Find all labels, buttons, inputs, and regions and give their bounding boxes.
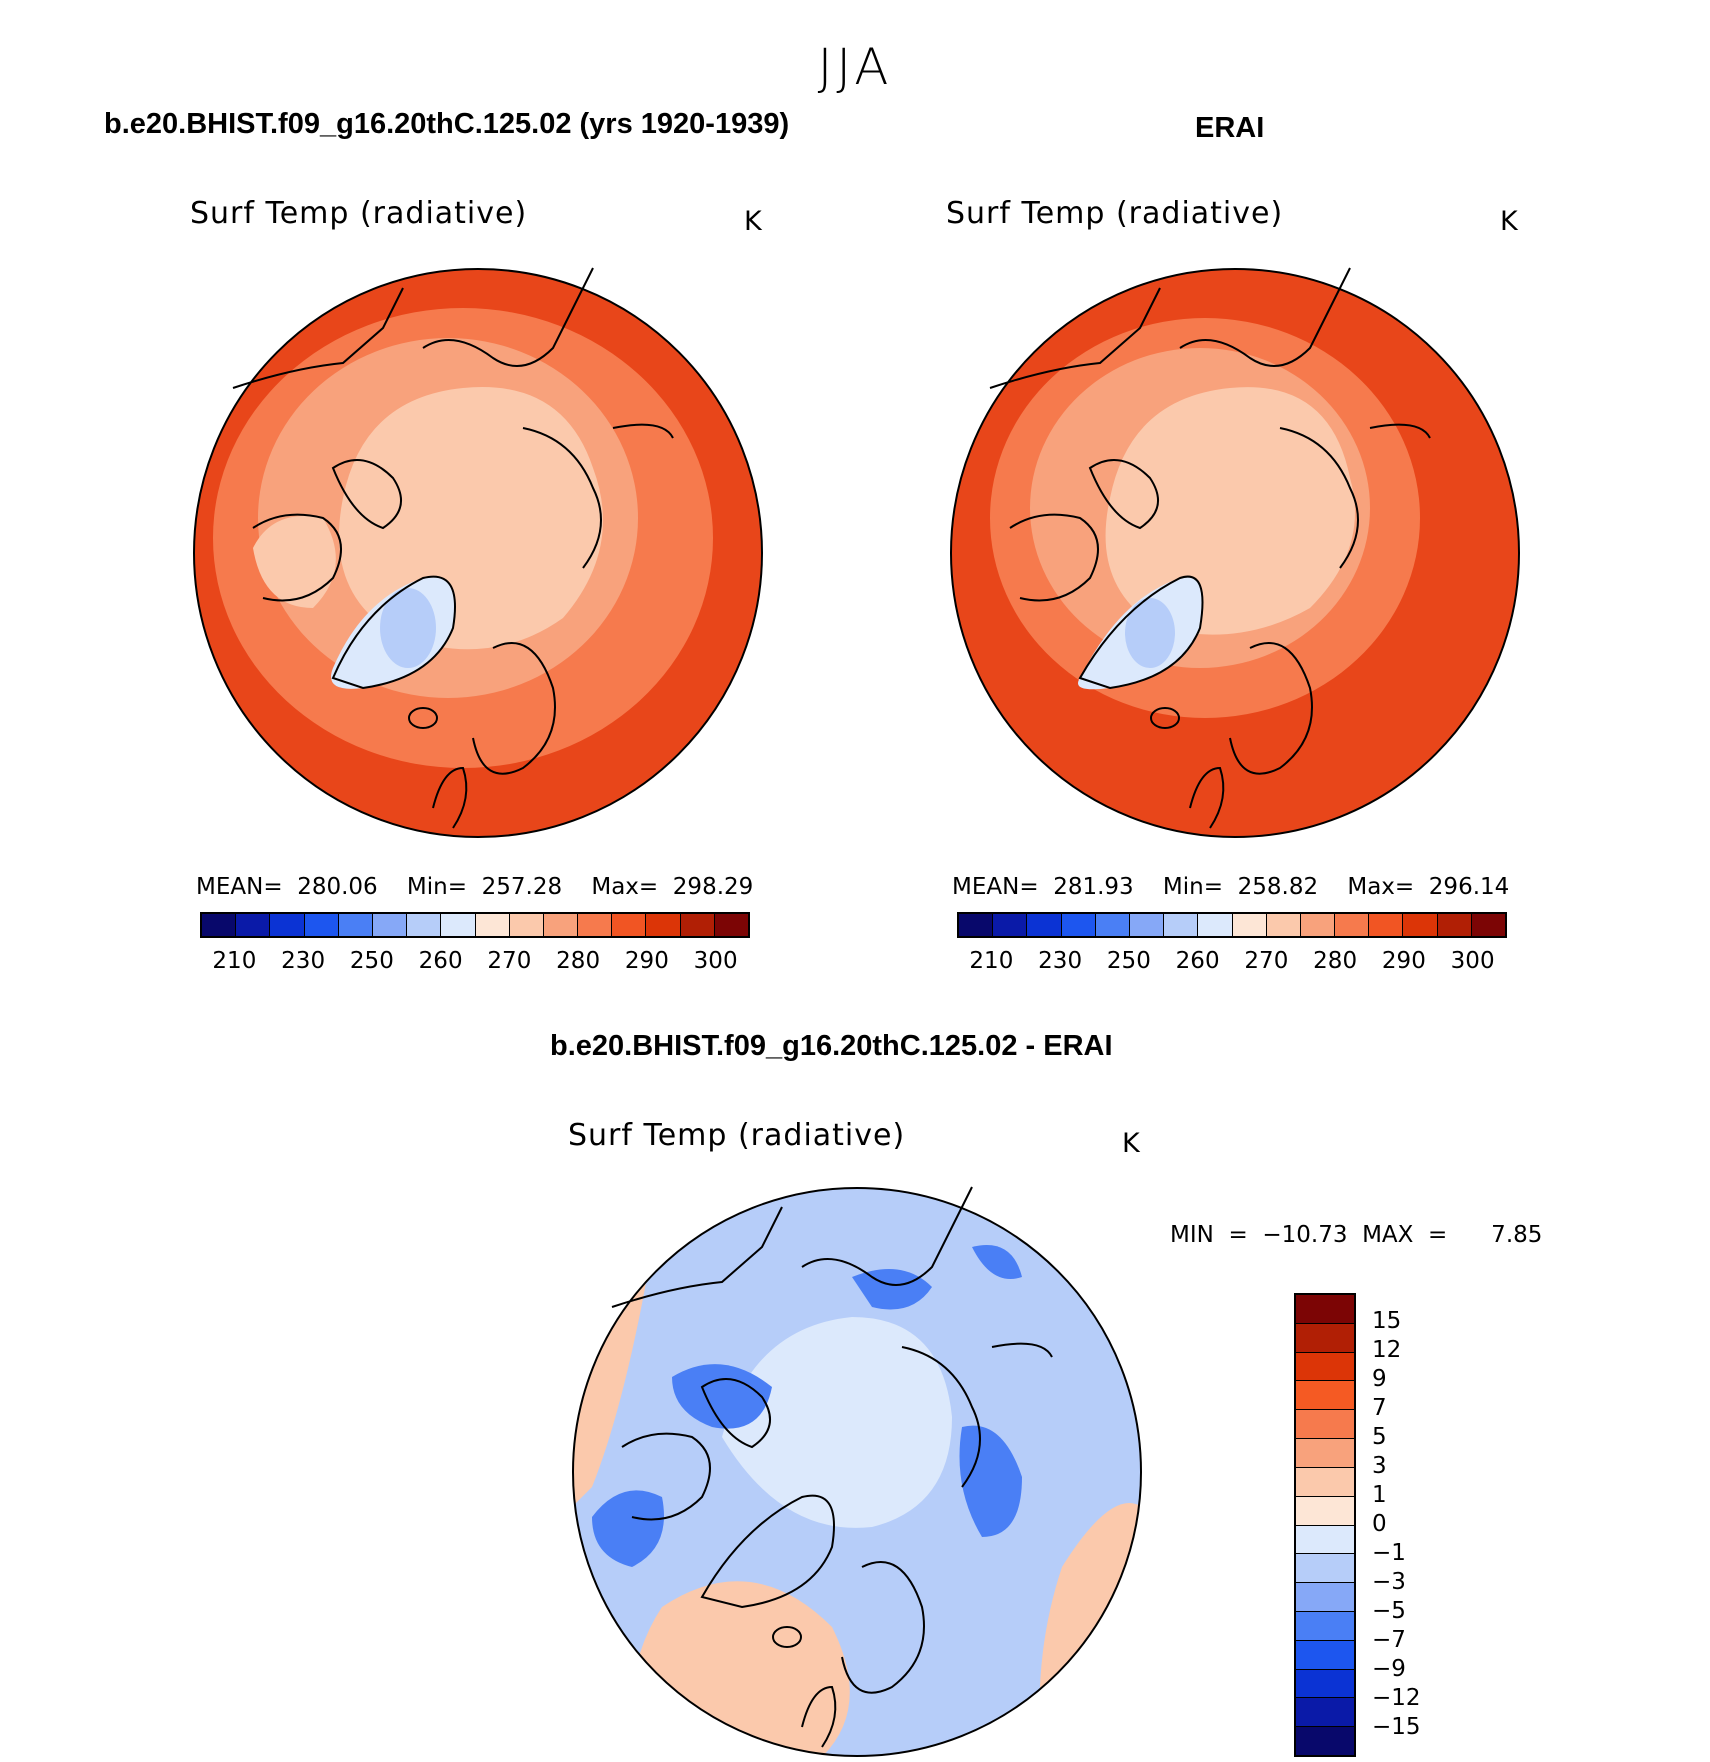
colorbar-tick-label: 0 — [1372, 1511, 1387, 1537]
colorbar-swatch — [1296, 1525, 1354, 1555]
colorbar-swatch — [1300, 914, 1336, 936]
colorbar-tick-label: 290 — [1381, 948, 1426, 974]
colorbar-swatch — [1266, 914, 1301, 936]
panel3-variable: Surf Temp (radiative) — [568, 1118, 906, 1153]
colorbar-swatch — [1296, 1611, 1354, 1641]
panel1-unit: K — [744, 206, 762, 237]
colorbar-swatch — [407, 914, 442, 936]
panel1-colorbar — [200, 912, 750, 938]
colorbar-tick-label: 300 — [693, 948, 738, 974]
colorbar-swatch — [270, 914, 305, 936]
colorbar-swatch — [509, 914, 544, 936]
colorbar-swatch — [612, 914, 647, 936]
colorbar-swatch — [236, 914, 271, 936]
panel3-title: b.e20.BHIST.f09_g16.20thC.125.02 - ERAI — [550, 1030, 1113, 1062]
colorbar-swatch — [1061, 914, 1096, 936]
colorbar-swatch — [1164, 914, 1199, 936]
colorbar-swatch — [1296, 1352, 1354, 1382]
panel2-variable: Surf Temp (radiative) — [946, 196, 1284, 231]
colorbar-swatch — [1296, 1323, 1354, 1353]
colorbar-swatch — [1296, 1439, 1354, 1468]
colorbar-swatch — [338, 914, 373, 936]
colorbar-swatch — [372, 914, 408, 936]
colorbar-swatch — [1198, 914, 1233, 936]
colorbar-tick-label: 9 — [1372, 1366, 1387, 1392]
panel3-colorbar-ticks: 15 12 9 7 5 3 1 0 −1 −3 −5 −7 −9 −12 −15 — [1366, 1293, 1446, 1757]
colorbar-tick-label: 270 — [1244, 948, 1289, 974]
panel3-map — [572, 1186, 1142, 1757]
panel3-unit: K — [1122, 1128, 1140, 1159]
colorbar-tick-label: −9 — [1372, 1656, 1406, 1682]
colorbar-tick-label: −1 — [1372, 1540, 1406, 1566]
colorbar-swatch — [441, 914, 476, 936]
panel2-title: ERAI — [1195, 112, 1265, 144]
colorbar-tick-label: 260 — [1175, 948, 1220, 974]
colorbar-swatch — [680, 914, 715, 936]
colorbar-tick-label: 15 — [1372, 1308, 1402, 1334]
colorbar-tick-label: 3 — [1372, 1453, 1387, 1479]
colorbar-tick-label: 230 — [1038, 948, 1083, 974]
colorbar-tick-label: −5 — [1372, 1598, 1406, 1624]
colorbar-swatch — [646, 914, 681, 936]
colorbar-swatch — [1296, 1583, 1354, 1612]
panel3-colorbar — [1294, 1293, 1356, 1757]
colorbar-swatch — [959, 914, 994, 936]
colorbar-tick-label: 5 — [1372, 1424, 1387, 1450]
panel1-stats: MEAN= 280.06 Min= 257.28 Max= 298.29 — [196, 874, 754, 900]
panel1-map — [193, 267, 763, 838]
colorbar-swatch — [1403, 914, 1438, 936]
colorbar-tick-label: 270 — [487, 948, 532, 974]
colorbar-swatch — [993, 914, 1028, 936]
panel2-map — [950, 267, 1520, 838]
colorbar-tick-label: 7 — [1372, 1395, 1387, 1421]
colorbar-swatch — [714, 914, 748, 936]
colorbar-tick-label: −7 — [1372, 1627, 1406, 1653]
colorbar-tick-label: 280 — [556, 948, 601, 974]
panel1-variable: Surf Temp (radiative) — [190, 196, 528, 231]
colorbar-tick-label: 210 — [212, 948, 257, 974]
colorbar-swatch — [1471, 914, 1505, 936]
panel3-stats: MIN = −10.73 MAX = 7.85 — [1170, 1222, 1543, 1248]
colorbar-swatch — [1437, 914, 1472, 936]
colorbar-swatch — [1296, 1698, 1354, 1728]
colorbar-swatch — [304, 914, 339, 936]
colorbar-swatch — [1335, 914, 1370, 936]
colorbar-tick-label: 260 — [418, 948, 463, 974]
colorbar-tick-label: −3 — [1372, 1569, 1406, 1595]
colorbar-swatch — [1296, 1496, 1354, 1526]
colorbar-swatch — [1296, 1727, 1354, 1755]
colorbar-tick-label: −12 — [1372, 1685, 1421, 1711]
colorbar-swatch — [1129, 914, 1165, 936]
colorbar-swatch — [1296, 1295, 1354, 1324]
colorbar-swatch — [578, 914, 613, 936]
season-title: JJA — [817, 38, 893, 96]
colorbar-swatch — [1296, 1669, 1354, 1699]
colorbar-tick-label: 210 — [969, 948, 1014, 974]
colorbar-swatch — [202, 914, 237, 936]
colorbar-tick-label: 230 — [281, 948, 326, 974]
colorbar-tick-label: 290 — [624, 948, 669, 974]
panel1-title: b.e20.BHIST.f09_g16.20thC.125.02 (yrs 19… — [104, 108, 790, 140]
colorbar-tick-label: 250 — [1106, 948, 1151, 974]
colorbar-swatch — [1296, 1554, 1354, 1584]
colorbar-swatch — [1296, 1640, 1354, 1670]
colorbar-swatch — [1369, 914, 1404, 936]
colorbar-swatch — [543, 914, 579, 936]
colorbar-swatch — [1296, 1381, 1354, 1411]
colorbar-tick-label: −15 — [1372, 1714, 1421, 1740]
colorbar-swatch — [1232, 914, 1267, 936]
colorbar-tick-label: 280 — [1313, 948, 1358, 974]
colorbar-tick-label: 1 — [1372, 1482, 1387, 1508]
colorbar-tick-label: 12 — [1372, 1337, 1402, 1363]
colorbar-tick-label: 300 — [1450, 948, 1495, 974]
colorbar-tick-label: 250 — [349, 948, 394, 974]
panel2-unit: K — [1500, 206, 1518, 237]
colorbar-swatch — [475, 914, 510, 936]
panel2-stats: MEAN= 281.93 Min= 258.82 Max= 296.14 — [952, 874, 1510, 900]
colorbar-swatch — [1296, 1410, 1354, 1440]
panel2-colorbar — [957, 912, 1507, 938]
colorbar-swatch — [1095, 914, 1130, 936]
colorbar-swatch — [1296, 1467, 1354, 1497]
colorbar-swatch — [1027, 914, 1062, 936]
